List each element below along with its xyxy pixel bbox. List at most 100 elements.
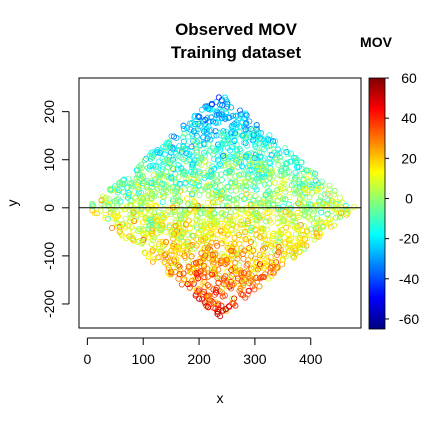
data-point (215, 141, 222, 148)
data-point (209, 145, 216, 152)
data-point (138, 205, 145, 212)
data-point (244, 171, 251, 178)
data-point (170, 198, 177, 205)
data-point (152, 175, 159, 182)
data-point (256, 139, 263, 146)
data-point (255, 178, 262, 185)
data-point (294, 226, 301, 233)
data-point (143, 155, 150, 162)
data-point (123, 234, 130, 241)
data-point (126, 233, 133, 240)
data-point (165, 140, 172, 147)
data-point (331, 187, 338, 194)
data-point (228, 129, 235, 136)
data-point (331, 191, 338, 198)
data-point (232, 259, 239, 266)
data-point (249, 126, 256, 133)
data-point (164, 158, 171, 165)
data-point (181, 276, 188, 283)
data-point (311, 170, 318, 177)
data-point (278, 231, 285, 238)
data-point (274, 197, 281, 204)
data-point (207, 173, 214, 180)
data-point (202, 235, 209, 242)
data-point (288, 221, 295, 228)
data-point (185, 263, 192, 270)
data-point (142, 214, 149, 221)
data-point (233, 187, 240, 194)
data-point (255, 136, 262, 143)
data-point (197, 119, 204, 126)
data-point (189, 277, 196, 284)
data-point (312, 177, 319, 184)
data-point (170, 146, 177, 153)
data-point (244, 210, 251, 217)
data-point (233, 201, 240, 208)
data-point (130, 205, 137, 212)
data-point (259, 177, 266, 184)
data-point (278, 226, 285, 233)
data-point (300, 176, 307, 183)
data-point (205, 141, 212, 148)
data-point (149, 183, 156, 190)
data-point (313, 230, 320, 237)
data-point (157, 211, 164, 218)
data-point (283, 224, 290, 231)
data-point (194, 236, 201, 243)
data-point (224, 183, 231, 190)
data-point (252, 143, 259, 150)
data-point (243, 262, 250, 269)
y-tick-label: -200 (41, 290, 57, 318)
data-point (140, 178, 147, 185)
data-point (229, 125, 236, 132)
data-point (149, 247, 156, 254)
data-point (236, 123, 243, 130)
data-point (198, 203, 205, 210)
data-point (253, 164, 260, 171)
data-point (219, 194, 226, 201)
data-point (188, 232, 195, 239)
data-point (306, 232, 313, 239)
data-point (206, 161, 213, 168)
data-point (213, 218, 220, 225)
data-point (138, 161, 145, 168)
data-point (140, 236, 147, 243)
data-point (166, 224, 173, 231)
data-point (115, 186, 122, 193)
data-point (180, 156, 187, 163)
data-point (201, 254, 208, 261)
data-point (163, 156, 170, 163)
data-point (223, 256, 230, 263)
data-point (188, 269, 195, 276)
data-point (182, 171, 189, 178)
data-point (244, 220, 251, 227)
data-point (175, 245, 182, 252)
data-point (97, 207, 104, 214)
data-point (185, 246, 192, 253)
data-point (211, 165, 218, 172)
data-point (216, 160, 223, 167)
data-point (270, 209, 277, 216)
data-point (282, 170, 289, 177)
data-point (124, 203, 131, 210)
data-point (146, 152, 153, 159)
data-point (220, 155, 227, 162)
data-point (112, 214, 119, 221)
data-point (221, 113, 228, 120)
data-point (165, 143, 172, 150)
data-point (189, 179, 196, 186)
data-point (195, 137, 202, 144)
data-point (102, 214, 109, 221)
data-point (242, 236, 249, 243)
data-point (224, 100, 231, 107)
data-point (133, 201, 140, 208)
data-point (247, 238, 254, 245)
data-point (230, 140, 237, 147)
data-point (180, 238, 187, 245)
data-point (199, 291, 206, 298)
data-point (294, 223, 301, 230)
data-point (129, 227, 136, 234)
data-point (122, 215, 129, 222)
data-point (227, 275, 234, 282)
data-point (116, 228, 123, 235)
